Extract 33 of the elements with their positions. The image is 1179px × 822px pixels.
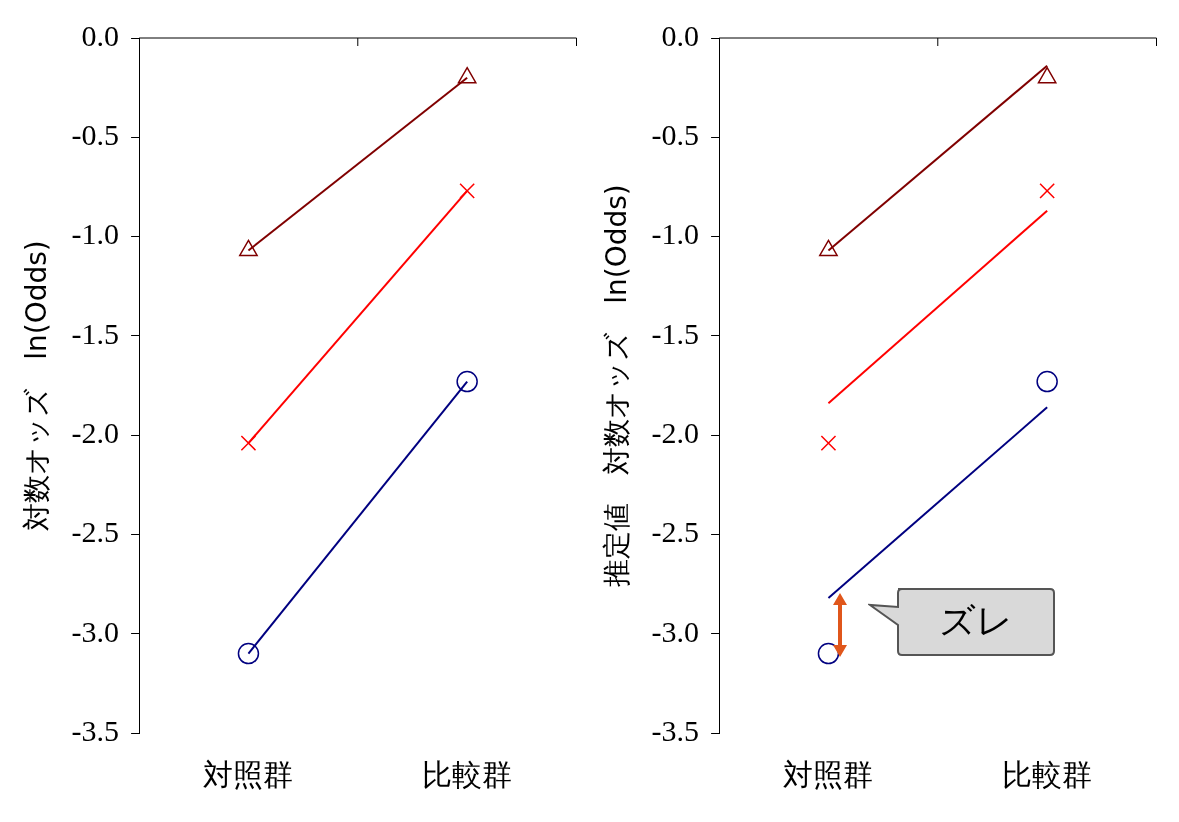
- y-axis-title: 対数オッズ ln(Odds): [20, 240, 54, 531]
- y-tick-label: -1.5: [71, 316, 120, 350]
- y-tick-label: -3.0: [71, 614, 120, 648]
- y-tick-label: -1.5: [651, 316, 700, 350]
- y-tick-label: -3.5: [651, 713, 700, 747]
- point: [240, 435, 257, 451]
- y-tick-label: -2.5: [651, 515, 700, 549]
- point: [237, 642, 260, 665]
- point: [1037, 66, 1057, 84]
- point: [820, 435, 837, 451]
- point: [459, 183, 475, 199]
- y-tick-label: -3.5: [71, 713, 120, 747]
- y-tick-label: -1.0: [651, 217, 700, 251]
- y-tick-label: -0.5: [71, 118, 120, 152]
- point: [1036, 370, 1058, 393]
- y-tick-label: 0.0: [81, 18, 120, 52]
- point: [817, 642, 840, 665]
- y-tick-label: -2.0: [71, 416, 120, 450]
- y-tick-label: -1.0: [71, 217, 120, 251]
- y-tick-label: -0.5: [651, 118, 700, 152]
- y-axis-title: 推定値 対数オッズ ln(Odds): [600, 184, 634, 587]
- point: [1039, 183, 1055, 199]
- y-tick-label: -3.0: [651, 614, 700, 648]
- y-tick-label: -2.0: [651, 416, 700, 450]
- annotation: ズレ: [938, 599, 1015, 644]
- y-tick-label: 0.0: [661, 18, 700, 52]
- x-tick-label: 対照群: [783, 756, 874, 792]
- point: [456, 370, 478, 393]
- x-tick-label: 比較群: [422, 756, 513, 792]
- y-tick-label: -2.5: [71, 515, 120, 549]
- x-tick-label: 比較群: [1002, 756, 1093, 792]
- point: [819, 239, 838, 257]
- x-tick-label: 対照群: [203, 756, 294, 792]
